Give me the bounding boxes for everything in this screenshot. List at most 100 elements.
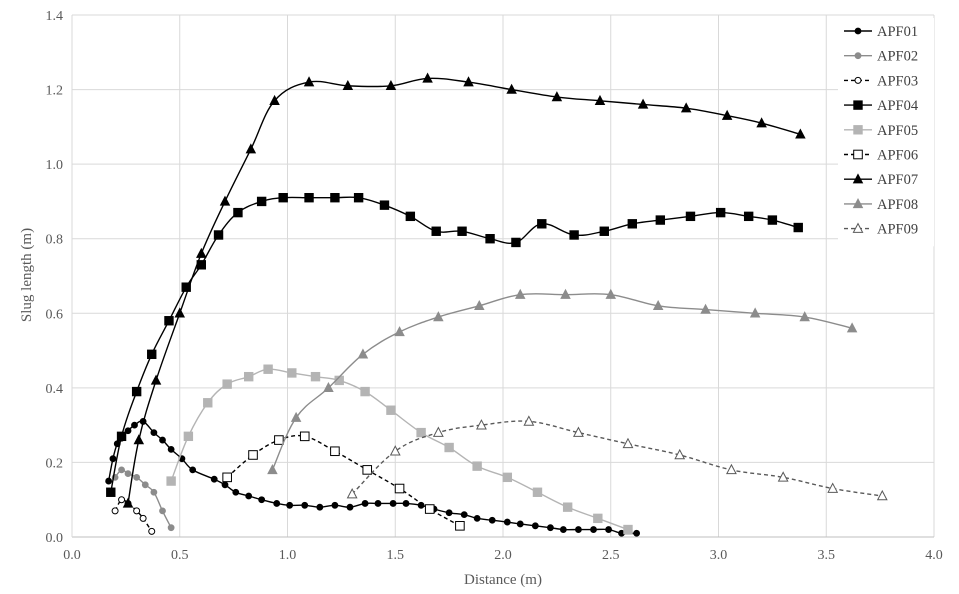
data-point	[353, 192, 364, 203]
data-point	[476, 419, 487, 430]
data-point	[213, 230, 224, 240]
legend-item-apf03: APF03	[844, 73, 918, 89]
legend-label: APF01	[877, 24, 918, 40]
legend-swatch-marker	[852, 198, 864, 209]
data-point	[569, 230, 579, 240]
data-point	[301, 501, 309, 509]
legend-swatch-marker	[853, 125, 863, 135]
data-point	[424, 504, 435, 514]
data-point	[846, 322, 858, 333]
data-point	[416, 427, 426, 438]
legend-label: APF07	[877, 172, 918, 188]
data-point	[633, 529, 641, 537]
data-point	[394, 483, 405, 494]
data-point	[303, 76, 315, 87]
data-point	[594, 94, 606, 105]
series-line	[170, 368, 629, 531]
data-point	[310, 371, 321, 382]
data-point	[455, 521, 465, 531]
data-point	[433, 311, 444, 322]
data-point	[721, 109, 733, 120]
data-point	[463, 76, 474, 87]
y-axis-title: Slug length (m)	[19, 228, 35, 322]
data-point	[506, 83, 517, 94]
data-point	[330, 192, 340, 203]
data-point	[263, 364, 273, 374]
data-point	[141, 481, 149, 489]
data-point	[111, 507, 119, 515]
x-tick-label: 1.5	[387, 548, 405, 563]
data-point	[590, 526, 597, 533]
data-point	[183, 431, 194, 442]
legend-swatch-marker	[854, 27, 862, 35]
series-apf09	[346, 415, 888, 501]
legend-swatch-marker	[853, 100, 863, 110]
x-tick-label: 0.0	[63, 548, 81, 563]
data-point	[531, 522, 539, 530]
legend-label: APF06	[877, 148, 918, 164]
data-point	[362, 465, 373, 475]
x-axis-title: Distance (m)	[464, 572, 542, 588]
series-line	[226, 434, 461, 527]
data-point	[551, 91, 563, 102]
legend-item-apf07: APF07	[844, 172, 918, 188]
data-point	[346, 488, 358, 499]
data-point	[181, 282, 191, 292]
data-point	[166, 476, 176, 486]
data-point	[139, 514, 147, 522]
legend-label: APF03	[877, 73, 918, 89]
data-point	[523, 415, 535, 426]
legend-swatch-marker	[852, 222, 864, 233]
data-point	[767, 215, 778, 225]
data-point	[474, 299, 485, 311]
data-point	[593, 513, 603, 524]
data-point	[502, 472, 513, 483]
data-point	[795, 128, 806, 139]
data-point	[342, 79, 354, 91]
data-point	[196, 247, 207, 258]
data-point	[547, 524, 554, 532]
y-tick-label: 0.0	[46, 531, 64, 546]
data-point	[124, 427, 132, 435]
data-point	[652, 299, 664, 311]
data-point	[560, 288, 571, 299]
legend-swatch-marker	[854, 76, 862, 84]
data-point	[274, 435, 284, 445]
series-apf08	[267, 288, 858, 475]
data-point	[516, 520, 524, 528]
data-point	[374, 500, 382, 507]
x-tick-label: 3.0	[710, 548, 728, 563]
data-point	[258, 496, 266, 504]
data-point	[174, 307, 186, 318]
data-point	[150, 488, 158, 496]
data-point	[203, 398, 213, 408]
data-point	[379, 200, 390, 210]
data-point	[422, 72, 433, 83]
legend-swatch-marker	[854, 52, 862, 60]
data-point	[532, 487, 543, 497]
data-point	[147, 349, 157, 360]
data-point	[473, 514, 481, 522]
data-point	[361, 500, 369, 507]
data-point	[245, 143, 257, 154]
series-line	[127, 77, 801, 504]
series-line	[110, 196, 799, 493]
data-point	[472, 461, 482, 471]
series-apf05	[166, 364, 633, 535]
axes: 0.0 0.2 0.4 0.6 0.8 1.0 1.2 1.4 0.0 0.5 1.0 1.5 2.0 2…	[46, 9, 943, 563]
data-point	[488, 516, 496, 524]
x-tick-label: 0.5	[171, 548, 189, 563]
data-point	[164, 316, 174, 326]
legend-swatch-marker	[852, 173, 864, 184]
data-point	[827, 482, 839, 493]
data-point	[222, 472, 232, 483]
data-point	[159, 436, 166, 444]
legend-label: APF02	[877, 49, 918, 65]
data-point	[267, 464, 278, 475]
data-point	[133, 473, 141, 481]
data-point	[290, 411, 302, 422]
data-point	[360, 386, 370, 397]
legend-label: APF04	[877, 98, 919, 114]
data-point	[605, 288, 617, 299]
series-apf03	[111, 496, 156, 535]
